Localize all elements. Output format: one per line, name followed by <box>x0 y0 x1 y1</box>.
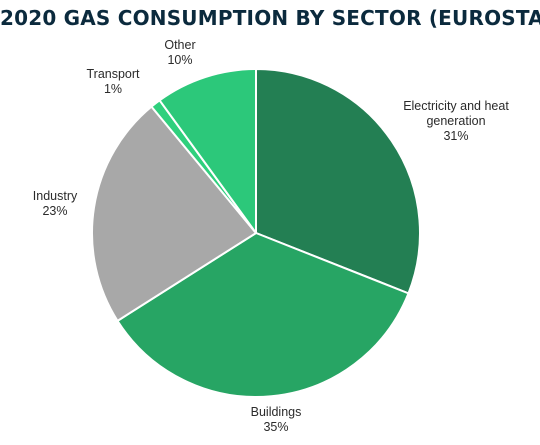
slice-percent: 1% <box>104 82 122 96</box>
slice-percent: 35% <box>263 420 288 434</box>
slice-percent: 31% <box>443 129 468 143</box>
pie-slice-electricity-and-heat-generation <box>255 68 421 295</box>
slice-name: Electricity and heat <box>403 99 509 113</box>
slice-percent: 23% <box>42 204 67 218</box>
pie-labels: Electricity and heat generation 31% Buildin… <box>33 38 510 434</box>
pie-slice-other <box>158 68 257 234</box>
pie-slices <box>90 68 421 398</box>
slice-label-buildings: Buildings 35% <box>251 405 302 434</box>
slice-name: generation <box>426 114 485 128</box>
slice-label-industry: Industry 23% <box>33 189 78 218</box>
slice-name: Industry <box>33 189 78 203</box>
slice-name: Buildings <box>251 405 302 419</box>
slice-percent: 10% <box>167 53 192 67</box>
slice-name: Other <box>164 38 195 52</box>
slice-label-other: Other 10% <box>164 38 195 67</box>
pie-slice-industry <box>90 105 257 322</box>
slice-label-electricity-and-heat-generation: Electricity and heat generation 31% <box>403 99 509 143</box>
slice-label-transport: Transport 1% <box>86 67 140 96</box>
slice-name: Transport <box>86 67 140 81</box>
chart-title: 2020 GAS CONSUMPTION BY SECTOR (EUROSTAT… <box>0 6 540 30</box>
pie-slice-buildings <box>116 232 410 398</box>
